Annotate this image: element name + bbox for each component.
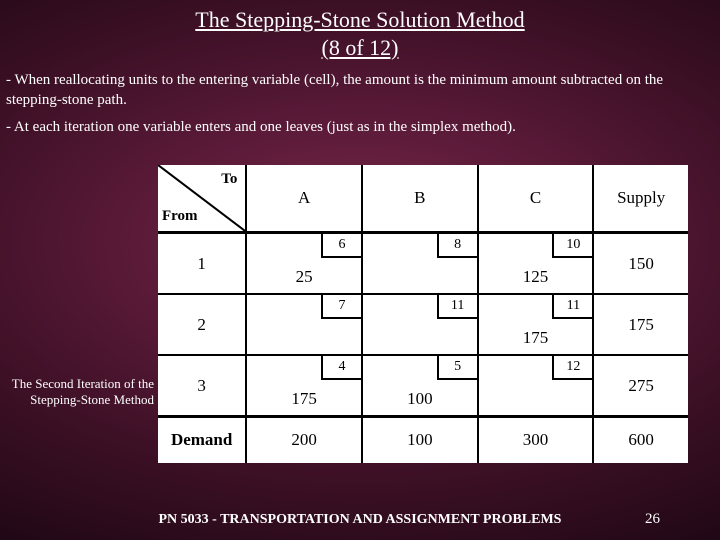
from-to-corner: To From bbox=[158, 165, 246, 233]
cell-2c: 11 175 bbox=[478, 294, 594, 355]
alloc-1c: 125 bbox=[479, 267, 593, 287]
cost-1a: 6 bbox=[321, 234, 361, 258]
cost-3b: 5 bbox=[437, 356, 477, 380]
table-row: 3 4 175 5 100 12 275 bbox=[158, 355, 688, 416]
col-header-a: A bbox=[246, 165, 362, 233]
bullet-1: - When reallocating units to the enterin… bbox=[6, 71, 714, 110]
demand-header: Demand bbox=[158, 416, 246, 463]
cost-1c: 10 bbox=[552, 234, 592, 258]
demand-a: 200 bbox=[246, 416, 362, 463]
cell-1a: 6 25 bbox=[246, 233, 362, 294]
demand-b: 100 bbox=[362, 416, 478, 463]
row-label-3: 3 bbox=[158, 355, 246, 416]
cell-1b: 8 bbox=[362, 233, 478, 294]
alloc-1a: 25 bbox=[247, 267, 361, 287]
supply-2: 175 bbox=[593, 294, 688, 355]
alloc-2c: 175 bbox=[479, 328, 593, 348]
cost-3a: 4 bbox=[321, 356, 361, 380]
row-label-1: 1 bbox=[158, 233, 246, 294]
table-header-row: To From A B C Supply bbox=[158, 165, 688, 233]
demand-c: 300 bbox=[478, 416, 594, 463]
cost-2a: 7 bbox=[321, 295, 361, 319]
cell-3b: 5 100 bbox=[362, 355, 478, 416]
grand-total: 600 bbox=[593, 416, 688, 463]
corner-to-label: To bbox=[221, 171, 237, 188]
slide-title: The Stepping-Stone Solution Method (8 of… bbox=[0, 0, 720, 61]
table-row: 1 6 25 8 10 125 150 bbox=[158, 233, 688, 294]
col-header-c: C bbox=[478, 165, 594, 233]
bullet-block: - When reallocating units to the enterin… bbox=[0, 61, 720, 138]
footer-course: PN 5033 - TRANSPORTATION AND ASSIGNMENT … bbox=[0, 512, 720, 528]
cost-1b: 8 bbox=[437, 234, 477, 258]
supply-3: 275 bbox=[593, 355, 688, 416]
bullet-2: - At each iteration one variable enters … bbox=[6, 118, 714, 138]
title-line-1: The Stepping-Stone Solution Method bbox=[195, 7, 524, 32]
cell-1c: 10 125 bbox=[478, 233, 594, 294]
cost-2c: 11 bbox=[552, 295, 592, 319]
page-number: 26 bbox=[645, 511, 660, 528]
col-header-supply: Supply bbox=[593, 165, 688, 233]
cell-3a: 4 175 bbox=[246, 355, 362, 416]
cost-2b: 11 bbox=[437, 295, 477, 319]
table-caption: The Second Iteration of the Stepping-Sto… bbox=[4, 376, 154, 407]
slide: The Stepping-Stone Solution Method (8 of… bbox=[0, 0, 720, 540]
col-header-b: B bbox=[362, 165, 478, 233]
alloc-3b: 100 bbox=[363, 389, 477, 409]
cost-3c: 12 bbox=[552, 356, 592, 380]
demand-row: Demand 200 100 300 600 bbox=[158, 416, 688, 463]
title-line-2: (8 of 12) bbox=[322, 35, 399, 60]
row-label-2: 2 bbox=[158, 294, 246, 355]
alloc-3a: 175 bbox=[247, 389, 361, 409]
corner-from-label: From bbox=[162, 208, 198, 225]
transportation-table: To From A B C Supply 1 6 25 8 bbox=[158, 165, 688, 463]
table-row: 2 7 11 11 175 175 bbox=[158, 294, 688, 355]
supply-1: 150 bbox=[593, 233, 688, 294]
cell-3c: 12 bbox=[478, 355, 594, 416]
cell-2b: 11 bbox=[362, 294, 478, 355]
cell-2a: 7 bbox=[246, 294, 362, 355]
